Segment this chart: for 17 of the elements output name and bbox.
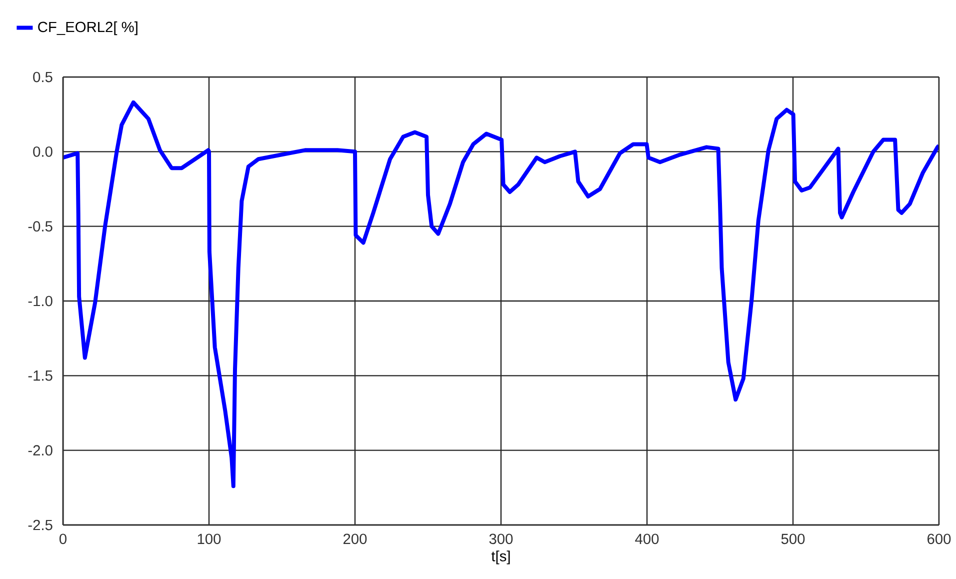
x-tick-label: 300 — [489, 534, 513, 544]
x-tick-label: 500 — [781, 534, 805, 544]
line-series — [63, 100, 939, 488]
x-tick-label: 0 — [59, 534, 66, 544]
x-tick-label: 600 — [928, 534, 951, 544]
y-tick-label: 0.0 — [33, 146, 52, 157]
x-tick-label: 200 — [343, 534, 367, 544]
x-tick-label: 400 — [635, 534, 659, 544]
y-tick-label: 0.5 — [33, 72, 52, 82]
x-axis-title: t[s] — [491, 550, 510, 564]
legend-label: CF_EORL2[ %] — [38, 21, 138, 36]
y-tick-label: -2.5 — [28, 520, 52, 530]
y-tick-label: -2.0 — [28, 445, 52, 456]
y-tick-label: -1.5 — [28, 370, 52, 381]
y-tick-label: -1.0 — [28, 296, 52, 306]
y-tick-label: -0.5 — [28, 221, 52, 232]
x-tick-label: 100 — [198, 534, 221, 544]
